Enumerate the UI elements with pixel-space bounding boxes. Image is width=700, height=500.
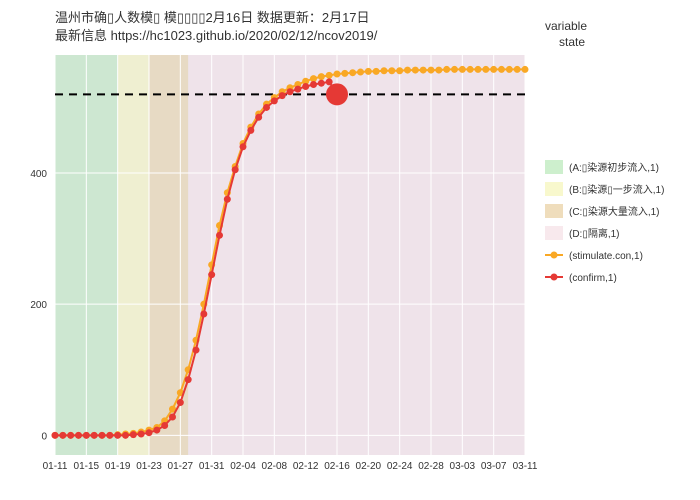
svg-text:02-28: 02-28 bbox=[418, 461, 444, 472]
svg-text:温州市确▯人数模▯ 模▯▯▯▯2月16日 数据更新：: 温州市确▯人数模▯ 模▯▯▯▯2月16日 数据更新：2月17日 bbox=[55, 10, 370, 25]
svg-text:01-19: 01-19 bbox=[105, 461, 131, 472]
svg-text:(stimulate.con,1): (stimulate.con,1) bbox=[569, 251, 643, 262]
svg-text:01-27: 01-27 bbox=[168, 461, 194, 472]
svg-text:01-11: 01-11 bbox=[43, 461, 68, 472]
svg-text:(D:▯隔离,1): (D:▯隔离,1) bbox=[569, 227, 620, 240]
svg-text:02-16: 02-16 bbox=[324, 461, 350, 472]
svg-text:01-15: 01-15 bbox=[74, 461, 100, 472]
svg-text:02-20: 02-20 bbox=[356, 461, 382, 472]
svg-text:最新信息 https://hc1023.github.io/: 最新信息 https://hc1023.github.io/2020/02/12… bbox=[55, 28, 378, 43]
svg-text:0: 0 bbox=[41, 431, 47, 442]
chart-container: 0 200 400 01-11 01-15 01-19 01-23 01-27 01-31 02-… bbox=[0, 0, 700, 500]
svg-text:(confirm,1): (confirm,1) bbox=[569, 273, 617, 284]
svg-text:(C:▯染源大量流入,1): (C:▯染源大量流入,1) bbox=[569, 205, 660, 218]
svg-text:02-12: 02-12 bbox=[293, 461, 319, 472]
svg-text:400: 400 bbox=[30, 169, 47, 180]
svg-text:(B:▯染源▯一步流入,1): (B:▯染源▯一步流入,1) bbox=[569, 183, 664, 196]
svg-text:02-04: 02-04 bbox=[230, 461, 256, 472]
svg-text:(A:▯染源初步流入,1): (A:▯染源初步流入,1) bbox=[569, 161, 659, 174]
svg-text:03-11: 03-11 bbox=[513, 461, 538, 472]
chart-svg: 0 200 400 01-11 01-15 01-19 01-23 01-27 01-31 02-… bbox=[0, 0, 700, 500]
svg-text:02-24: 02-24 bbox=[387, 461, 413, 472]
svg-text:03-07: 03-07 bbox=[481, 461, 507, 472]
svg-text:01-23: 01-23 bbox=[136, 461, 162, 472]
svg-text:200: 200 bbox=[30, 300, 47, 311]
svg-text:variable: variable bbox=[545, 19, 587, 33]
svg-text:state: state bbox=[559, 35, 585, 49]
svg-text:02-08: 02-08 bbox=[262, 461, 288, 472]
svg-text:03-03: 03-03 bbox=[450, 461, 476, 472]
svg-text:01-31: 01-31 bbox=[199, 461, 225, 472]
